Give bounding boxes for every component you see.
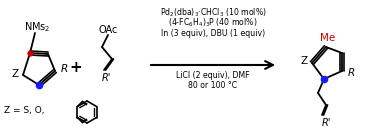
Text: Z: Z [301,56,308,66]
Text: 80 or 100 °C: 80 or 100 °C [189,81,237,89]
Text: NMs$_2$: NMs$_2$ [24,20,50,34]
Text: R: R [347,68,355,78]
Text: In (3 equiv), DBU (1 equiv): In (3 equiv), DBU (1 equiv) [161,29,265,37]
Text: (4-FC$_6$H$_4$)$_3$P (40 mol%): (4-FC$_6$H$_4$)$_3$P (40 mol%) [168,17,258,29]
Text: OAc: OAc [98,25,118,35]
Text: LiCl (2 equiv), DMF: LiCl (2 equiv), DMF [176,70,250,79]
Text: R: R [60,64,68,74]
Text: Z: Z [11,69,19,79]
Text: R': R' [101,73,111,83]
Text: R': R' [321,118,331,128]
Text: +: + [70,60,82,74]
Text: Pd$_2$(dba)$_3$·CHCl$_3$ (10 mol%): Pd$_2$(dba)$_3$·CHCl$_3$ (10 mol%) [160,7,266,19]
Text: Z = S, O,: Z = S, O, [4,105,45,114]
Text: Me: Me [321,33,336,43]
